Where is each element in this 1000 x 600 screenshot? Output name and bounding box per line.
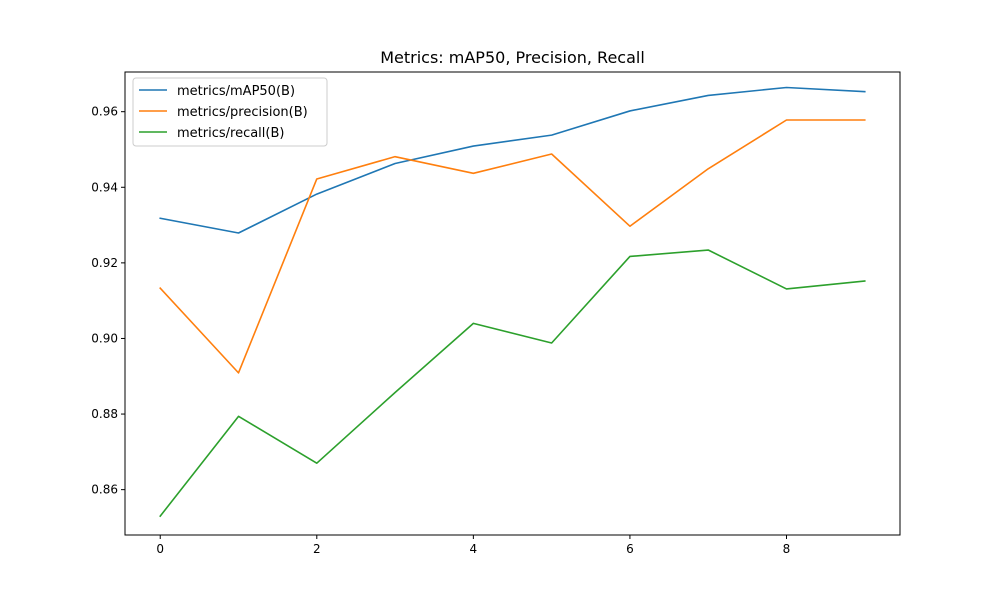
legend-label-precision: metrics/precision(B) bbox=[177, 105, 308, 120]
axes-frame bbox=[124, 71, 901, 536]
x-tick-label: 6 bbox=[626, 542, 634, 556]
series-line-recall bbox=[159, 249, 866, 518]
y-tick-label: 0.94 bbox=[91, 180, 118, 194]
series-line-map50 bbox=[159, 86, 866, 234]
x-tick-label: 4 bbox=[470, 542, 478, 556]
y-tick-label: 0.96 bbox=[91, 105, 118, 119]
x-tick-label: 2 bbox=[313, 542, 321, 556]
y-tick-label: 0.88 bbox=[91, 407, 118, 421]
y-axis: 0.86 0.88 0.90 0.92 0.94 0.96 bbox=[91, 105, 125, 497]
series-layer bbox=[159, 86, 866, 518]
legend-box bbox=[132, 77, 328, 147]
x-axis: 0 2 4 6 8 bbox=[156, 535, 790, 556]
x-tick-label: 8 bbox=[783, 542, 791, 556]
y-tick-label: 0.86 bbox=[91, 483, 118, 497]
x-tick-label: 0 bbox=[156, 542, 164, 556]
series-line-precision bbox=[159, 119, 866, 374]
y-tick-label: 0.90 bbox=[91, 331, 118, 345]
legend: metrics/mAP50(B) metrics/precision(B) metr… bbox=[132, 77, 328, 147]
y-tick-label: 0.92 bbox=[91, 256, 118, 270]
legend-label-map50: metrics/mAP50(B) bbox=[177, 84, 295, 99]
chart-title: Metrics: mAP50, Precision, Recall bbox=[380, 48, 645, 67]
legend-label-recall: metrics/recall(B) bbox=[177, 126, 284, 141]
plot-area bbox=[124, 71, 901, 536]
